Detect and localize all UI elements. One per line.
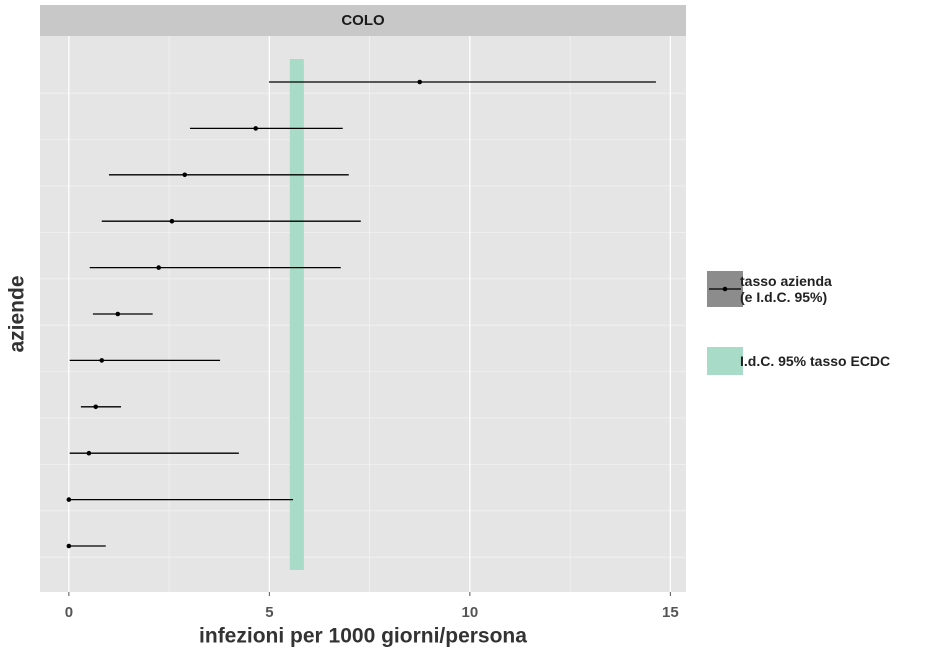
point [182, 172, 188, 178]
legend-key-dot [722, 286, 728, 292]
x-axis-label: infezioni per 1000 giorni/persona [199, 625, 527, 648]
chart-title: COLO [341, 12, 385, 29]
legend-label: I.d.C. 95% tasso ECDC [740, 353, 891, 369]
x-tick-label: 5 [265, 604, 273, 621]
x-tick-label: 15 [662, 604, 679, 621]
reference-band [289, 59, 304, 570]
x-tick-label: 10 [462, 604, 479, 621]
point [66, 543, 72, 549]
point [99, 358, 105, 363]
point [169, 218, 175, 224]
point [417, 79, 423, 85]
x-tick-label: 0 [65, 604, 73, 621]
point [253, 126, 259, 131]
point [115, 311, 121, 317]
strip [40, 5, 686, 36]
point [66, 497, 72, 502]
point [86, 450, 92, 456]
legend-label: tasso azienda (e I.d.C. 95%) [740, 273, 832, 305]
legend-key [707, 347, 743, 375]
point [93, 404, 99, 410]
point [156, 265, 161, 270]
y-axis-label: aziende [6, 275, 29, 352]
